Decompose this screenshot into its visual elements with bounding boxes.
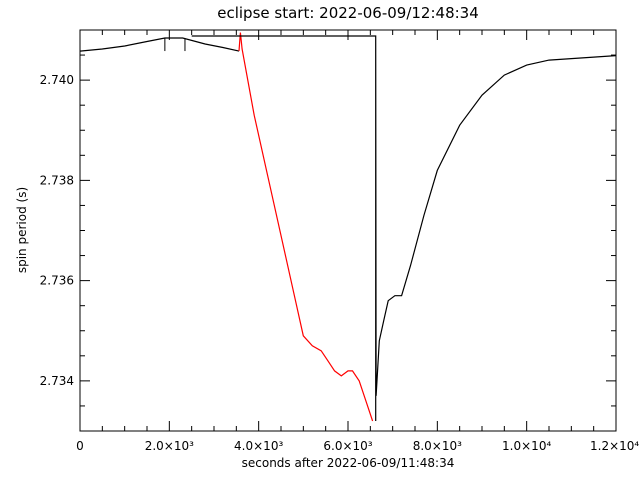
chart-title: eclipse start: 2022-06-09/12:48:34 [217,4,479,22]
series-line-0 [79,37,240,52]
y-axis-label: spin period (s) [15,187,29,273]
x-tick-label: 6.0×10³ [323,439,372,453]
x-tick-label: 1.0×10⁴ [502,439,551,453]
data-lines [79,32,617,422]
series-line-1 [238,32,374,422]
y-tick-label: 2.736 [40,274,74,288]
axis-ticks: 0 2.0×10³ 4.0×10³ 6.0×10³ 8.0×10³ 1.0×10⁴ 1.2×… [40,29,639,453]
x-tick-label: 0 [76,439,84,453]
y-tick-label: 2.738 [40,173,74,187]
x-tick-label: 4.0×10³ [234,439,283,453]
x-axis-label: seconds after 2022-06-09/11:48:34 [242,456,455,470]
x-tick-label: 8.0×10³ [413,439,462,453]
y-tick-label: 2.740 [40,73,74,87]
series-line-2 [191,35,617,421]
x-tick-label: 2.0×10³ [145,439,194,453]
x-tick-label: 1.2×10⁴ [590,439,639,453]
y-tick-label: 2.734 [40,374,74,388]
